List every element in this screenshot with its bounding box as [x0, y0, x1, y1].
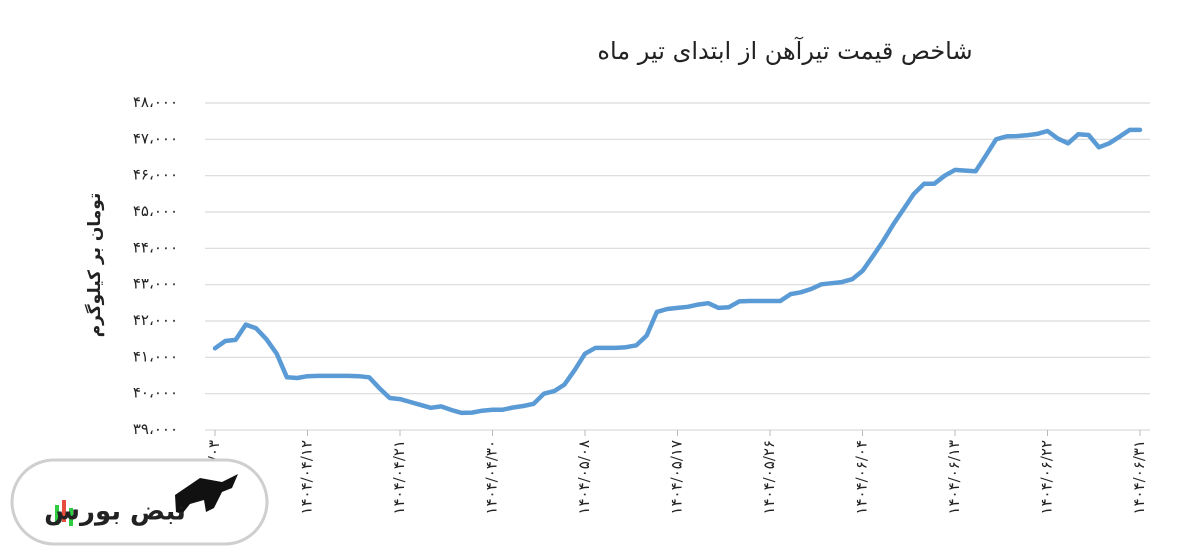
x-tick-label: ۱۴۰۴/۰۶/۰۴: [853, 440, 871, 515]
x-tick-label: ۱۴۰۴/۰۴/۳۰: [483, 440, 501, 515]
y-tick-label: ۴۰،۰۰۰: [133, 384, 178, 402]
x-tick-label: ۱۴۰۴/۰۵/۰۸: [575, 440, 593, 515]
y-tick-label: ۴۳،۰۰۰: [133, 275, 178, 293]
y-tick-label: ۳۹،۰۰۰: [133, 420, 178, 438]
logo-bars: [55, 500, 73, 526]
x-tick-label: ۱۴۰۴/۰۶/۲۲: [1038, 440, 1056, 515]
y-tick-label: ۴۵،۰۰۰: [133, 202, 178, 220]
y-tick-label: ۴۶،۰۰۰: [133, 166, 178, 184]
x-tick-label: ۱۴۰۴/۰۵/۱۷: [668, 440, 686, 515]
y-tick-label: ۴۴،۰۰۰: [133, 238, 178, 256]
y-tick-label: ۴۲،۰۰۰: [133, 311, 178, 329]
x-tick-label: ۱۴۰۴/۰۵/۲۶: [760, 440, 778, 515]
y-axis-label: تومان بر کیلوگرم: [84, 193, 105, 338]
logo-text: نبض بورس: [44, 497, 186, 527]
y-tick-label: ۴۱،۰۰۰: [133, 347, 178, 365]
y-tick-label: ۴۷،۰۰۰: [133, 129, 178, 147]
data-line: [212, 127, 1143, 416]
x-tick-label: ۱۴۰۴/۰۴/۱۲: [298, 440, 316, 515]
logo: نبض بورس: [10, 458, 269, 546]
x-tick-label: ۱۴۰۴/۰۶/۳۱: [1130, 440, 1148, 515]
y-tick-label: ۴۸،۰۰۰: [133, 93, 178, 111]
chart-title: شاخص قیمت تیرآهن از ابتدای تیر ماه: [597, 36, 972, 65]
x-tick-label: ۱۴۰۴/۰۴/۲۱: [390, 440, 408, 515]
logo-bull: [175, 474, 238, 514]
x-tick-label: ۱۴۰۴/۰۶/۱۳: [945, 440, 963, 515]
